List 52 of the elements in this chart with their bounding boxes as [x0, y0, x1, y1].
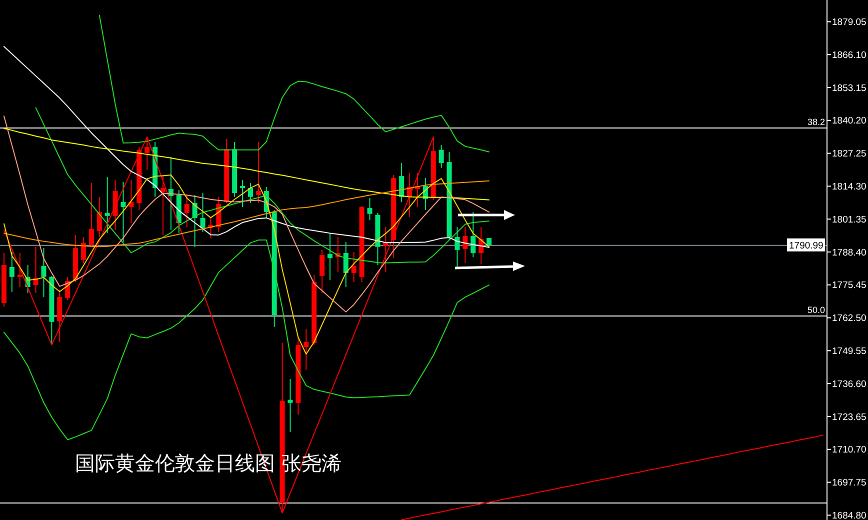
- line-series: [3, 116, 490, 312]
- y-tick-label: 1684.80: [832, 510, 866, 520]
- candlestick: [248, 182, 253, 204]
- y-tick-label: 1827.25: [832, 148, 866, 160]
- line-series: [98, 14, 490, 152]
- candlestick: [486, 238, 492, 248]
- y-tick-label: 1710.70: [832, 444, 866, 456]
- y-tick-label: 1723.65: [832, 412, 866, 423]
- candlestick: [120, 181, 126, 243]
- candlestick: [80, 236, 86, 264]
- y-tick-label: 1762.50: [832, 313, 866, 324]
- line-series: [3, 240, 490, 440]
- y-tick-label: 1788.40: [832, 247, 866, 258]
- candlestick: [462, 226, 468, 264]
- candlestick: [88, 182, 94, 248]
- candlestick: [41, 247, 46, 298]
- annotation: 50.0: [807, 305, 825, 316]
- candlestick: [438, 144, 444, 168]
- candlestick: [96, 196, 102, 238]
- line-series: [3, 174, 490, 355]
- candlestick: [17, 252, 22, 288]
- line-series: [401, 434, 824, 520]
- y-tick-label: 1866.10: [832, 50, 866, 61]
- candlestick: [160, 174, 166, 236]
- candlestick: [343, 242, 348, 288]
- y-tick-label: 1697.75: [832, 478, 866, 489]
- y-tick-label: 1853.15: [832, 82, 866, 94]
- line-series: [3, 128, 490, 200]
- candlestick: [240, 180, 246, 208]
- candlestick: [9, 251, 14, 292]
- candlestick: [256, 141, 261, 204]
- annotation: 38.2: [807, 117, 825, 128]
- candlestick: [351, 251, 356, 282]
- candlestick: [320, 249, 325, 294]
- y-tick-label: 1775.45: [832, 280, 866, 292]
- candlestick: [104, 176, 110, 234]
- candlestick: [200, 192, 206, 232]
- candlestick: [184, 194, 190, 228]
- candlestick: [288, 378, 293, 432]
- ref-line-label: 1790.99: [789, 240, 824, 252]
- candlestick: [367, 197, 372, 220]
- y-tick-label: 1840.20: [832, 116, 866, 127]
- candlestick: [470, 212, 476, 258]
- y-tick-label: 1814.30: [832, 182, 866, 193]
- candlestick: [304, 328, 309, 370]
- y-tick-label: 1736.60: [832, 378, 866, 390]
- candlestick: [454, 226, 460, 268]
- y-tick-label: 1749.55: [832, 346, 866, 358]
- y-tick-label: 1801.35: [832, 214, 866, 226]
- y-tick-label: 1879.05: [832, 17, 866, 28]
- candlestick: [328, 232, 333, 280]
- candlestick: [399, 162, 404, 202]
